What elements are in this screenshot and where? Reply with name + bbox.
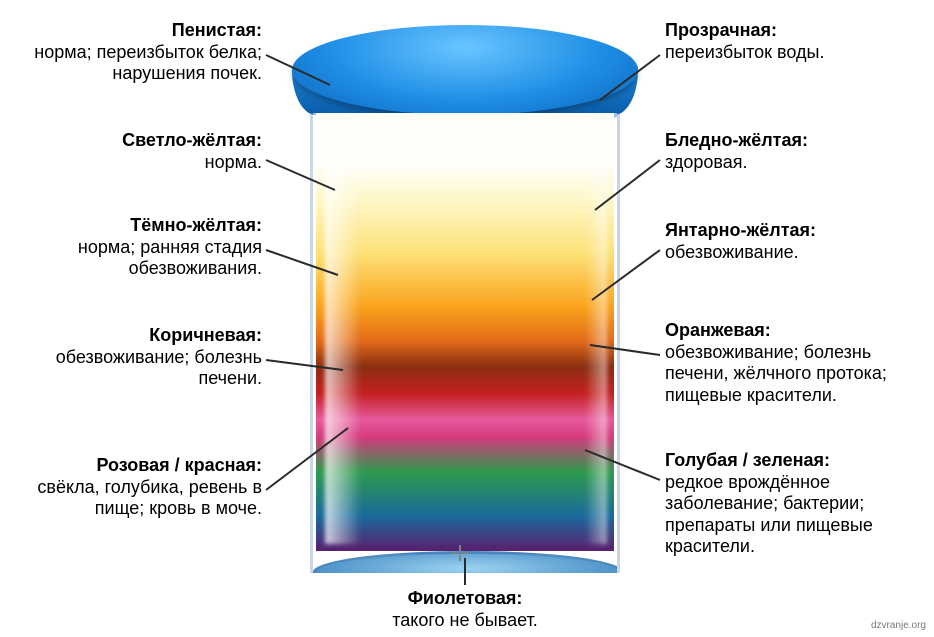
label-title: Оранжевая: bbox=[665, 320, 930, 342]
label-darkyellow: Тёмно-жёлтая: норма; ранняя стадия обезв… bbox=[12, 215, 262, 280]
label-desc: редкое врождённое заболевание; бактерии;… bbox=[665, 472, 930, 558]
label-desc: обезвоживание. bbox=[665, 242, 925, 264]
label-orange: Оранжевая: обезвоживание; болезнь печени… bbox=[665, 320, 930, 406]
label-lightyellow: Светло-жёлтая: норма. bbox=[12, 130, 262, 173]
label-desc: такого не бывает. bbox=[330, 610, 600, 632]
label-desc: переизбыток воды. bbox=[665, 42, 925, 64]
label-title: Коричневая: bbox=[12, 325, 262, 347]
label-title: Янтарно-жёлтая: bbox=[665, 220, 925, 242]
label-violet: Фиолетовая: такого не бывает. bbox=[330, 588, 600, 631]
label-desc: обезвоживание; болезнь печени. bbox=[12, 347, 262, 390]
label-title: Фиолетовая: bbox=[330, 588, 600, 610]
label-title: Голубая / зеленая: bbox=[665, 450, 930, 472]
label-desc: норма. bbox=[12, 152, 262, 174]
jar-cap-top bbox=[292, 25, 638, 115]
label-title: Тёмно-жёлтая: bbox=[12, 215, 262, 237]
label-desc: норма; переизбыток белка; нарушения поче… bbox=[12, 42, 262, 85]
label-desc: норма; ранняя стадия обезвоживания. bbox=[12, 237, 262, 280]
label-title: Бледно-жёлтая: bbox=[665, 130, 925, 152]
label-desc: здоровая. bbox=[665, 152, 925, 174]
label-desc: свёкла, голубика, ревень в пище; кровь в… bbox=[2, 477, 262, 520]
label-title: Розовая / красная: bbox=[2, 455, 262, 477]
jar-highlight-right bbox=[585, 121, 607, 544]
specimen-jar bbox=[310, 25, 620, 585]
cursor-icon bbox=[452, 545, 468, 561]
watermark: dzvranje.org bbox=[871, 620, 926, 631]
jar-body bbox=[310, 113, 620, 573]
label-amber: Янтарно-жёлтая: обезвоживание. bbox=[665, 220, 925, 263]
label-foamy: Пенистая: норма; переизбыток белка; нару… bbox=[12, 20, 262, 85]
label-desc: обезвоживание; болезнь печени, жёлчного … bbox=[665, 342, 930, 407]
label-brown: Коричневая: обезвоживание; болезнь печен… bbox=[12, 325, 262, 390]
label-pinkred: Розовая / красная: свёкла, голубика, рев… bbox=[2, 455, 262, 520]
label-title: Прозрачная: bbox=[665, 20, 925, 42]
label-paleyellow: Бледно-жёлтая: здоровая. bbox=[665, 130, 925, 173]
jar-highlight-left bbox=[325, 121, 361, 544]
label-clear: Прозрачная: переизбыток воды. bbox=[665, 20, 925, 63]
label-title: Пенистая: bbox=[12, 20, 262, 42]
label-title: Светло-жёлтая: bbox=[12, 130, 262, 152]
label-bluegreen: Голубая / зеленая: редкое врождённое заб… bbox=[665, 450, 930, 558]
